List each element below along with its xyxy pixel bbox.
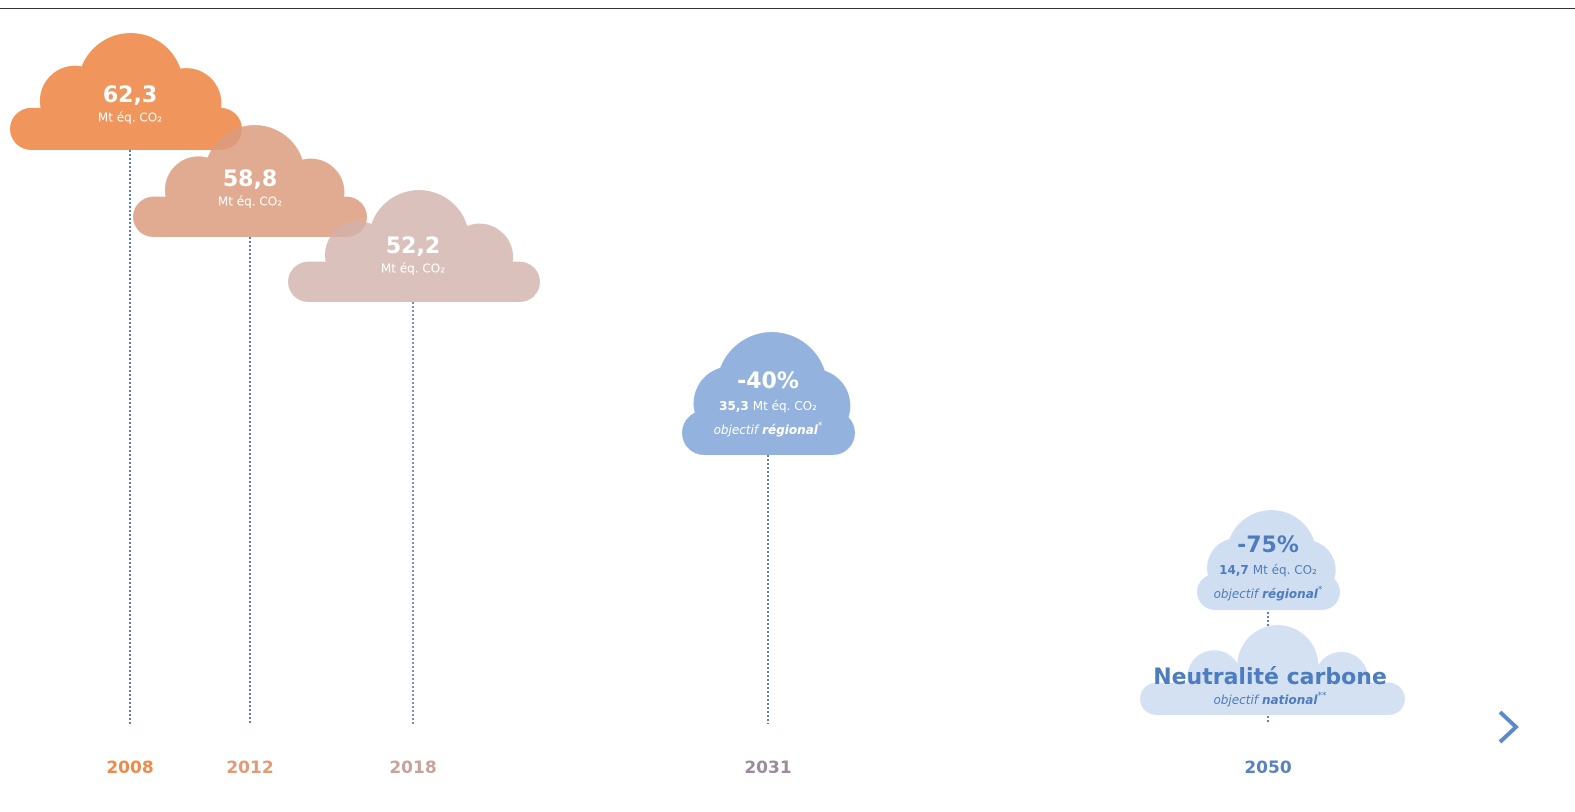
cloud-objective: objectif régional* bbox=[714, 421, 823, 437]
cloud-headline: Neutralité carbone bbox=[1153, 665, 1387, 690]
cloud-puff bbox=[1187, 650, 1242, 705]
objective-label: objectif bbox=[1213, 693, 1259, 707]
cloud bbox=[682, 332, 855, 455]
cloud-headline: -40% bbox=[737, 369, 799, 394]
cloud bbox=[288, 190, 540, 302]
year-label: 2012 bbox=[226, 758, 273, 778]
objective-scope: régional bbox=[1262, 587, 1319, 601]
cloud-value-line: 14,7 Mt éq. CO₂ bbox=[1219, 563, 1317, 577]
cloud-value: 62,3 bbox=[103, 83, 157, 108]
year-label: 2018 bbox=[389, 758, 436, 778]
cloud-puff bbox=[277, 158, 345, 226]
year-label: 2008 bbox=[106, 758, 153, 778]
cloud-objective: objectif régional* bbox=[1214, 585, 1323, 601]
year-label: 2050 bbox=[1244, 758, 1291, 778]
cloud bbox=[133, 124, 367, 237]
cloud-unit: Mt éq. CO₂ bbox=[753, 399, 817, 413]
year-label: 2031 bbox=[744, 758, 791, 778]
cloud-puff bbox=[368, 190, 470, 291]
objective-scope: national bbox=[1262, 693, 1318, 707]
cloud-puff bbox=[1314, 652, 1369, 706]
objective-note: * bbox=[1318, 585, 1323, 595]
cloud bbox=[10, 33, 242, 150]
cloud-unit: Mt éq. CO₂ bbox=[381, 262, 445, 276]
objective-note: ** bbox=[1318, 691, 1328, 701]
cloud-value-line: 35,3 Mt éq. CO₂ bbox=[719, 399, 817, 413]
cloud-headline: -75% bbox=[1237, 533, 1299, 558]
cloud-puff bbox=[776, 368, 851, 443]
objective-note: * bbox=[818, 421, 823, 431]
cloud-puff bbox=[1237, 625, 1319, 706]
axis-arrow bbox=[1498, 710, 1519, 744]
cloud-value: 58,8 bbox=[223, 167, 277, 192]
cloud-value: 35,3 bbox=[719, 399, 749, 413]
objective-scope: régional bbox=[762, 423, 819, 437]
cloud bbox=[1197, 510, 1340, 610]
objective-label: objectif bbox=[1214, 587, 1260, 601]
cloud-puff bbox=[151, 68, 222, 139]
cloud bbox=[1140, 625, 1405, 715]
cloud-puff bbox=[445, 223, 514, 291]
cloud-objective: objectif national** bbox=[1213, 691, 1327, 707]
cloud-value: 14,7 bbox=[1219, 563, 1249, 577]
cloud-unit: Mt éq. CO₂ bbox=[98, 111, 162, 125]
objective-label: objectif bbox=[714, 423, 760, 437]
cloud-unit: Mt éq. CO₂ bbox=[1253, 563, 1317, 577]
cloud-unit: Mt éq. CO₂ bbox=[218, 195, 282, 209]
cloud-value: 52,2 bbox=[386, 234, 440, 259]
cloud-puff bbox=[1275, 540, 1336, 600]
